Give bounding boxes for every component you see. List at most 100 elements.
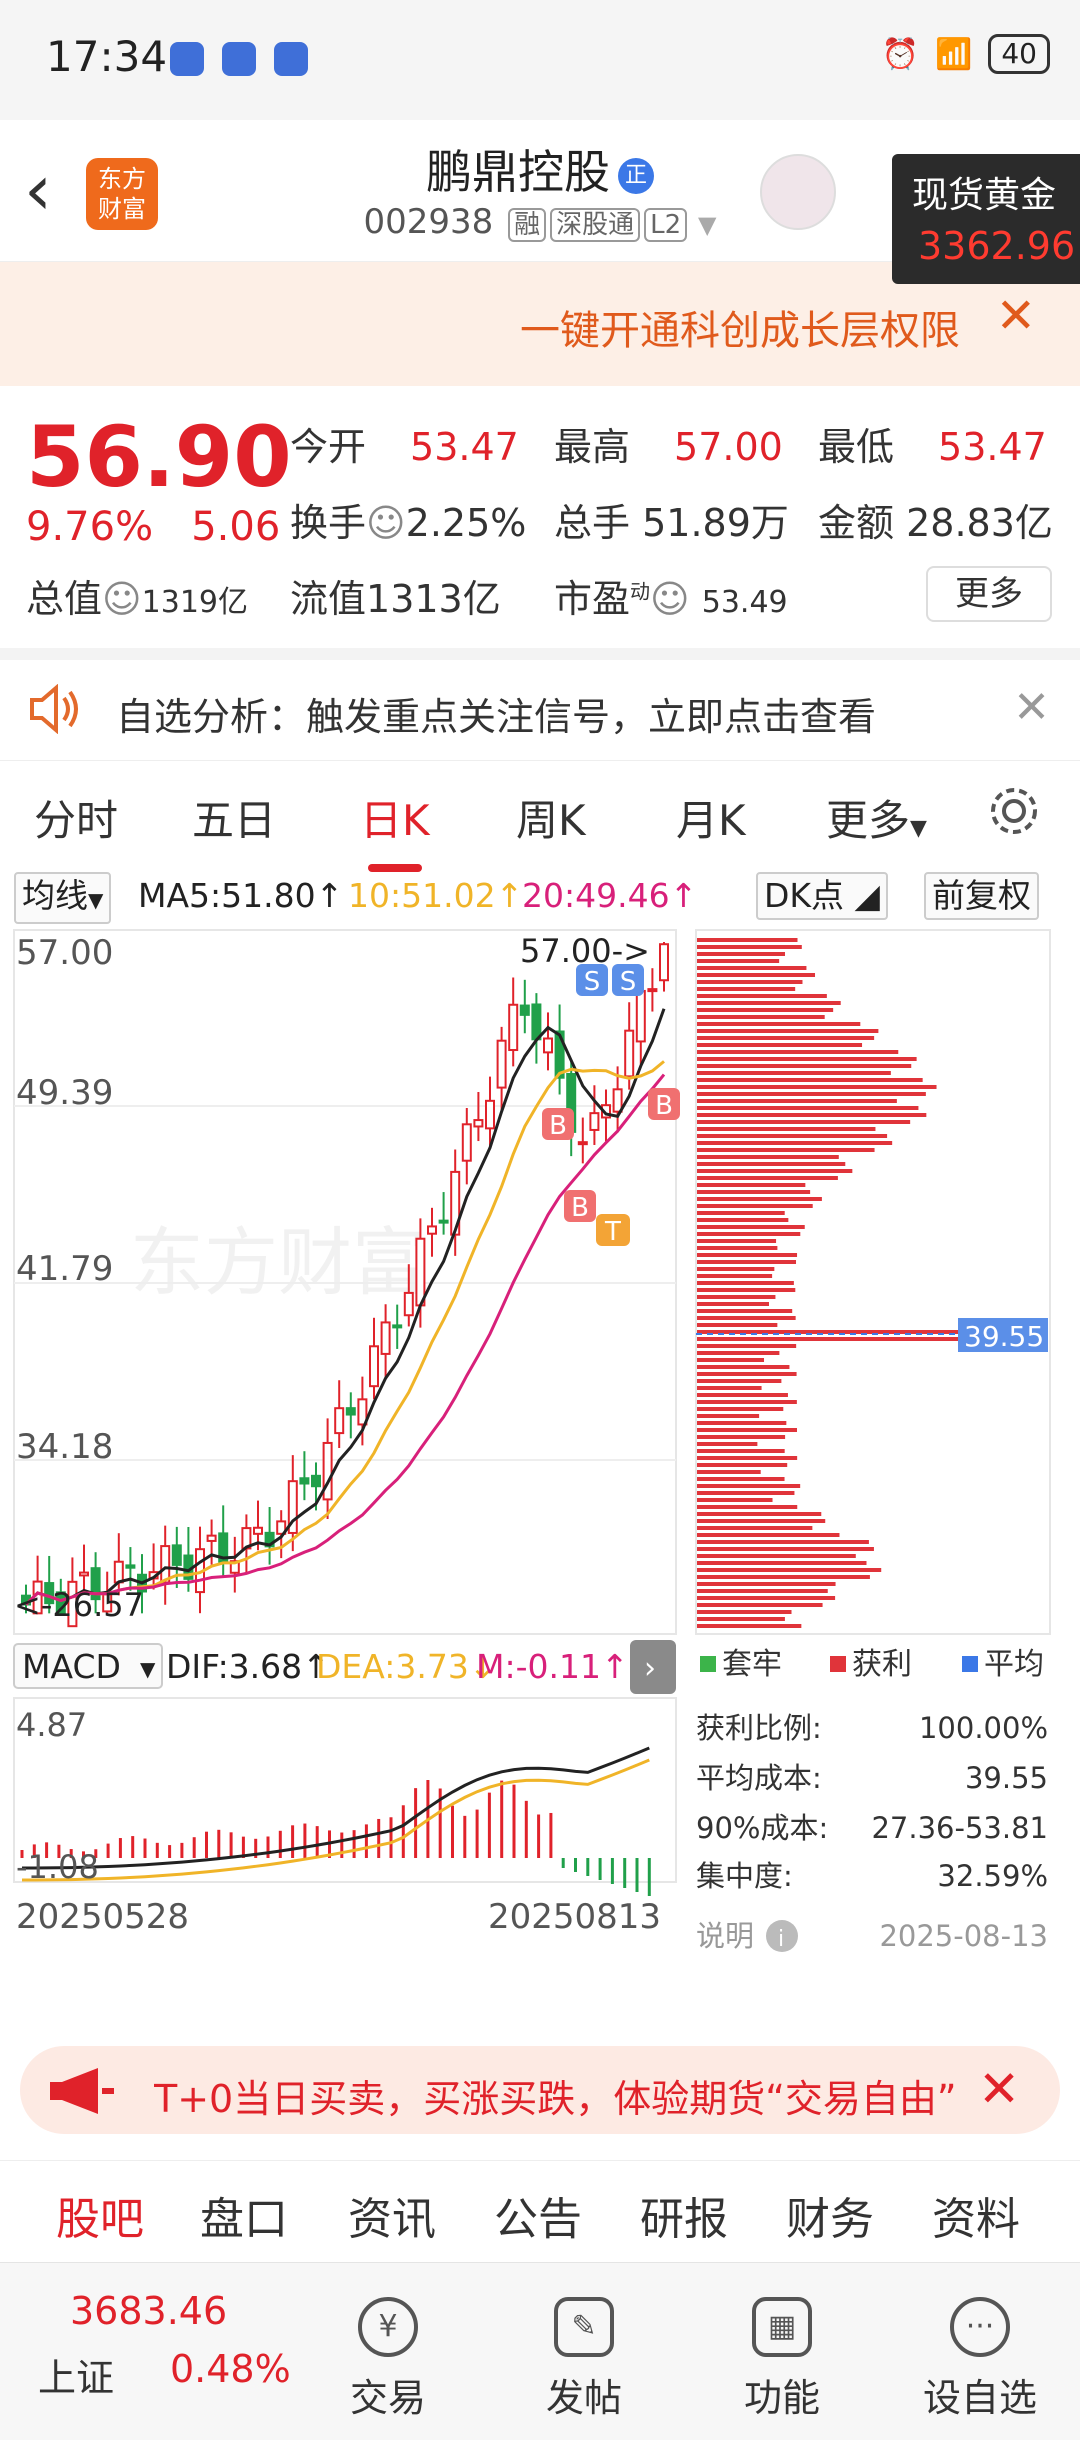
gear-icon[interactable]	[986, 783, 1042, 839]
turnover-stat: 换手☺2.25%	[290, 492, 526, 547]
candle-body	[369, 1345, 379, 1388]
robot-assistant-icon[interactable]	[760, 154, 836, 230]
mktcap-label: 总值	[26, 577, 103, 621]
chip-bar	[697, 1575, 870, 1579]
buy-marker[interactable]	[564, 1190, 596, 1222]
mktcap-value: 1319亿	[141, 585, 248, 620]
expand-arrow-button[interactable]	[630, 1640, 676, 1694]
ma-select[interactable]: 均线▼	[14, 872, 112, 924]
legend-trapped: 套牢	[722, 1647, 782, 1682]
signal-text[interactable]: 自选分析：触发重点关注信号，立即点击查看	[116, 695, 877, 739]
chip-bar	[697, 1225, 805, 1229]
tag-l2: L2	[644, 208, 688, 242]
legend-average: 平均	[984, 1647, 1044, 1682]
chevron-right-icon: ›	[644, 1651, 656, 1686]
info-icon[interactable]	[766, 1920, 798, 1952]
amount-label: 金额	[818, 501, 895, 545]
candle-body	[171, 1544, 182, 1566]
buy-marker[interactable]	[648, 1088, 680, 1120]
status-right: ⏰ 📶 40	[882, 34, 1050, 74]
tab-news[interactable]: 资讯	[348, 2194, 436, 2245]
pe-stat: 市盈动☺ 53.49	[554, 568, 788, 623]
tab-monthly-k[interactable]: 月K	[676, 796, 746, 845]
wifi-icon: 📶	[935, 36, 973, 72]
explain-link[interactable]: 说明	[696, 1919, 754, 1953]
status-time: 17:34	[46, 32, 168, 81]
chip-bar	[697, 1624, 802, 1628]
sell-marker[interactable]	[612, 964, 644, 996]
more-button[interactable]: 更多	[926, 566, 1052, 622]
stock-code-row[interactable]: 002938 融深股通 L2 ▼	[0, 202, 1080, 242]
chip-bar	[697, 1071, 891, 1075]
back-button[interactable]: ‹	[24, 149, 52, 231]
promo-banner[interactable]: T+0当日买卖，买涨买跌，体验期货“交易自由” ✕	[20, 2046, 1060, 2134]
chip-bar	[697, 1498, 773, 1502]
tab-more-label: 更多	[826, 796, 911, 845]
chip-stat-value: 100.00%	[919, 1711, 1048, 1745]
y-label-4: 34.18	[16, 1427, 113, 1467]
chip-bar	[697, 1393, 788, 1397]
y-label-2: 49.39	[16, 1073, 113, 1113]
signal-bar[interactable]: 自选分析：触发重点关注信号，立即点击查看 ✕	[0, 660, 1080, 760]
candle-body	[577, 1141, 588, 1146]
candle-body	[287, 1480, 298, 1534]
nav-add-watchlist[interactable]: ··· 设自选	[900, 2263, 1060, 2441]
tab-more[interactable]: 更多▼	[826, 787, 927, 848]
index-ticker[interactable]: 3683.46 上证 0.48%	[26, 2263, 291, 2441]
chip-bar	[697, 1561, 867, 1565]
tab-announcements[interactable]: 公告	[494, 2194, 582, 2245]
low-value: 53.47	[938, 425, 1047, 469]
info-icon[interactable]: ☺	[366, 501, 406, 545]
float-stat: 流值1313亿	[290, 568, 501, 623]
t-marker[interactable]	[596, 1214, 630, 1246]
nav-functions[interactable]: ▦ 功能	[702, 2263, 862, 2441]
nav-post[interactable]: ✎ 发帖	[504, 2263, 664, 2441]
info-icon[interactable]: ☺	[102, 577, 142, 621]
gold-price-widget[interactable]: 现货黄金 3362.96	[892, 154, 1080, 284]
macd-dif: DIF:3.68↑	[166, 1647, 330, 1686]
buy-marker[interactable]	[542, 1108, 574, 1140]
kline-chart-area[interactable]: 东方财富 57.00 49.39 41.79 34.18 57.00-> <-2…	[0, 928, 1080, 2008]
candle-body	[438, 1219, 449, 1224]
candle-body	[125, 1564, 136, 1569]
info-icon[interactable]: ☺	[650, 577, 690, 621]
close-icon[interactable]: ✕	[1013, 682, 1050, 733]
tab-research[interactable]: 研报	[640, 2194, 728, 2245]
tab-profile[interactable]: 资料	[932, 2194, 1020, 2245]
tab-five-day[interactable]: 五日	[192, 796, 277, 845]
promo-text[interactable]: T+0当日买卖，买涨买跌，体验期货“交易自由”	[154, 2077, 957, 2121]
chip-stat-value: 27.36-53.81	[871, 1811, 1048, 1845]
sell-marker[interactable]	[576, 964, 608, 996]
volume-label: 总手	[554, 501, 631, 545]
stock-name-row[interactable]: 鹏鼎控股正	[0, 136, 1080, 202]
app-logo[interactable]: 东方 财富	[86, 158, 158, 230]
candle-body	[519, 1004, 530, 1016]
nav-trade-label: 交易	[349, 2376, 426, 2420]
legend-swatch-average	[962, 1656, 978, 1672]
candle-body	[554, 1030, 565, 1079]
banner-text[interactable]: 一键开通科创成长层权限	[520, 308, 960, 354]
tab-intraday[interactable]: 分时	[34, 796, 119, 845]
close-icon[interactable]: ✕	[995, 288, 1036, 344]
ma-line	[24, 1073, 666, 1606]
kline-svg[interactable]: 东方财富 57.00 49.39 41.79 34.18 57.00-> <-2…	[0, 928, 1080, 2008]
index-value: 3683.46	[70, 2289, 228, 2333]
adjust-select[interactable]: 前复权	[924, 872, 1039, 920]
chip-stat-label: 获利比例:	[696, 1711, 822, 1745]
candle-body	[647, 988, 658, 993]
nav-post-label: 发帖	[545, 2376, 622, 2420]
candle-body	[299, 1477, 310, 1485]
dk-point-select[interactable]: DK点 ◢	[756, 872, 888, 920]
macd-select[interactable]	[13, 1643, 163, 1689]
tab-daily-k[interactable]: 日K	[360, 787, 430, 872]
chip-bar	[697, 1414, 760, 1418]
chip-bar	[697, 1519, 826, 1523]
tab-guba[interactable]: 股吧	[56, 2183, 144, 2269]
chip-bar	[697, 1120, 911, 1124]
close-icon[interactable]: ✕	[978, 2060, 1020, 2118]
chip-bar	[697, 1526, 813, 1530]
tab-finance[interactable]: 财务	[786, 2194, 874, 2245]
nav-trade[interactable]: ¥ 交易	[308, 2263, 468, 2441]
tab-weekly-k[interactable]: 周K	[516, 796, 586, 845]
tab-orderbook[interactable]: 盘口	[200, 2194, 288, 2245]
